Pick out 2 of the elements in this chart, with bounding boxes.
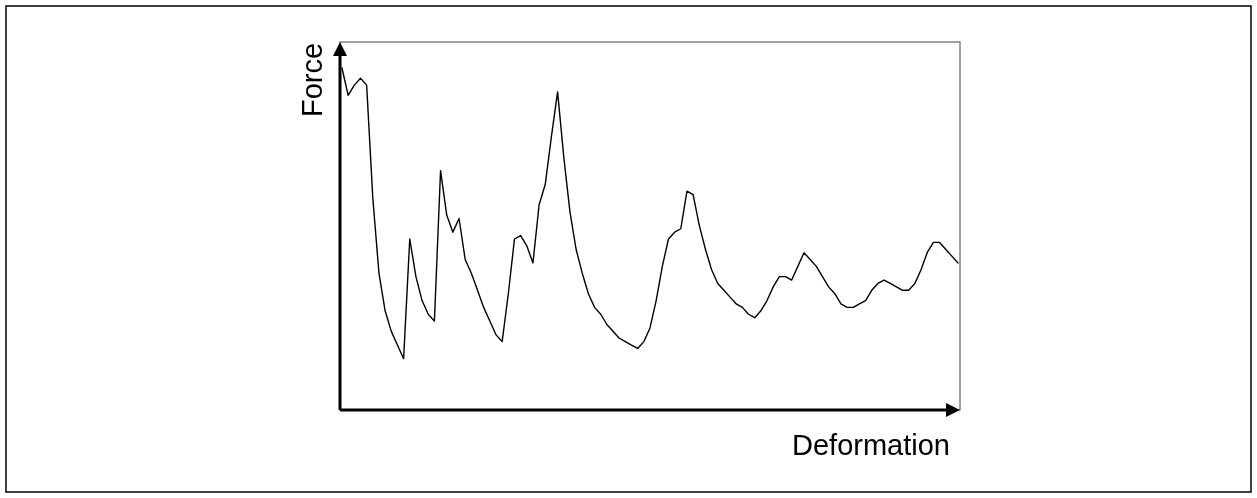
y-axis-title: Force [296, 42, 328, 118]
x-axis-title: Deformation [792, 429, 950, 461]
